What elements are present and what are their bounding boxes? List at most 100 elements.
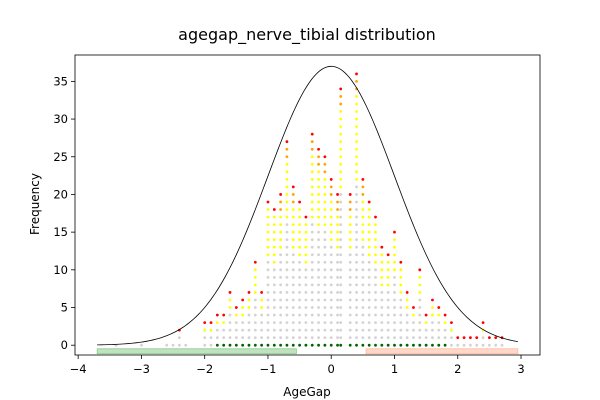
dot-point bbox=[298, 321, 301, 324]
dot-point bbox=[285, 193, 289, 196]
dot-point bbox=[339, 298, 343, 302]
dot-point bbox=[481, 336, 485, 340]
dot-point bbox=[310, 177, 314, 181]
dot-point bbox=[393, 291, 396, 294]
dot-point bbox=[355, 162, 358, 166]
dot-point bbox=[367, 223, 371, 226]
dot-point bbox=[329, 291, 333, 294]
dot-point bbox=[339, 238, 343, 242]
dot-point bbox=[285, 200, 289, 204]
dot-point bbox=[380, 321, 384, 324]
dot-point bbox=[336, 253, 339, 257]
dot-point bbox=[355, 343, 358, 347]
dot-point bbox=[355, 268, 358, 272]
dot-point bbox=[291, 238, 295, 242]
dot-point bbox=[222, 343, 226, 347]
dot-point bbox=[253, 343, 257, 347]
dot-point bbox=[329, 253, 333, 257]
dot-point bbox=[310, 155, 314, 159]
dot-point bbox=[291, 343, 295, 347]
dot-point bbox=[339, 321, 343, 324]
dot-point bbox=[304, 328, 308, 332]
dot-point bbox=[279, 193, 283, 196]
dot-point bbox=[336, 291, 339, 294]
dot-point bbox=[412, 328, 415, 332]
dot-point bbox=[291, 245, 295, 249]
dot-point bbox=[203, 328, 207, 332]
dot-point bbox=[222, 313, 226, 317]
dot-point bbox=[291, 306, 295, 309]
dot-point bbox=[310, 336, 314, 340]
dot-point bbox=[339, 110, 343, 113]
dot-point bbox=[317, 238, 320, 242]
dot-point bbox=[424, 321, 428, 324]
dot-point bbox=[329, 298, 333, 302]
dot-point bbox=[285, 328, 289, 332]
dot-point bbox=[418, 343, 422, 347]
dot-point bbox=[177, 343, 181, 347]
dot-point bbox=[424, 328, 428, 332]
dot-point bbox=[323, 321, 327, 324]
dot-point bbox=[279, 230, 283, 234]
dot-point bbox=[443, 336, 447, 340]
dot-point bbox=[209, 343, 213, 347]
dot-point bbox=[317, 253, 320, 257]
dot-point bbox=[437, 343, 441, 347]
dot-point bbox=[329, 321, 333, 324]
dot-point bbox=[393, 238, 396, 242]
dot-point bbox=[336, 306, 339, 309]
dot-point bbox=[317, 275, 320, 279]
dot-point bbox=[469, 336, 472, 340]
dot-point bbox=[266, 253, 270, 257]
dot-point bbox=[399, 275, 403, 279]
dot-point bbox=[367, 313, 371, 317]
dot-point bbox=[339, 177, 343, 181]
dot-point bbox=[272, 313, 276, 317]
dot-point bbox=[279, 245, 283, 249]
dot-point bbox=[329, 177, 333, 181]
dot-point bbox=[215, 313, 219, 317]
dot-point bbox=[285, 283, 289, 287]
dot-point bbox=[260, 343, 264, 347]
dot-point bbox=[462, 343, 466, 347]
dot-point bbox=[355, 215, 358, 219]
dot-point bbox=[329, 193, 333, 196]
dot-point bbox=[272, 208, 276, 211]
dot-point bbox=[323, 177, 327, 181]
dot-point bbox=[348, 321, 352, 324]
dot-point bbox=[310, 162, 314, 166]
dot-point bbox=[386, 321, 390, 324]
dot-point bbox=[412, 343, 415, 347]
dot-point bbox=[380, 253, 384, 257]
x-tick-label: 1 bbox=[391, 362, 398, 376]
dot-point bbox=[317, 177, 320, 181]
dot-point bbox=[361, 336, 365, 340]
dot-point bbox=[405, 336, 409, 340]
dot-point bbox=[393, 328, 396, 332]
dot-point bbox=[317, 298, 320, 302]
dot-point bbox=[285, 343, 289, 347]
dot-point bbox=[317, 268, 320, 272]
dot-point bbox=[310, 215, 314, 219]
dot-point bbox=[291, 328, 295, 332]
dot-point bbox=[380, 343, 384, 347]
dot-point bbox=[418, 283, 422, 287]
dot-point bbox=[355, 95, 358, 98]
dot-point bbox=[234, 328, 238, 332]
dot-point bbox=[355, 110, 358, 113]
dot-point bbox=[266, 208, 270, 211]
dot-point bbox=[279, 283, 283, 287]
dot-point bbox=[380, 283, 384, 287]
dot-point bbox=[336, 321, 339, 324]
dot-point bbox=[355, 72, 358, 76]
dot-point bbox=[222, 328, 226, 332]
dot-point bbox=[310, 223, 314, 226]
dot-point bbox=[339, 200, 343, 204]
dot-point bbox=[367, 238, 371, 242]
dot-point bbox=[285, 275, 289, 279]
dot-point bbox=[374, 223, 377, 226]
dot-point bbox=[374, 268, 377, 272]
dot-point bbox=[285, 291, 289, 294]
dot-point bbox=[355, 328, 358, 332]
dot-point bbox=[329, 328, 333, 332]
